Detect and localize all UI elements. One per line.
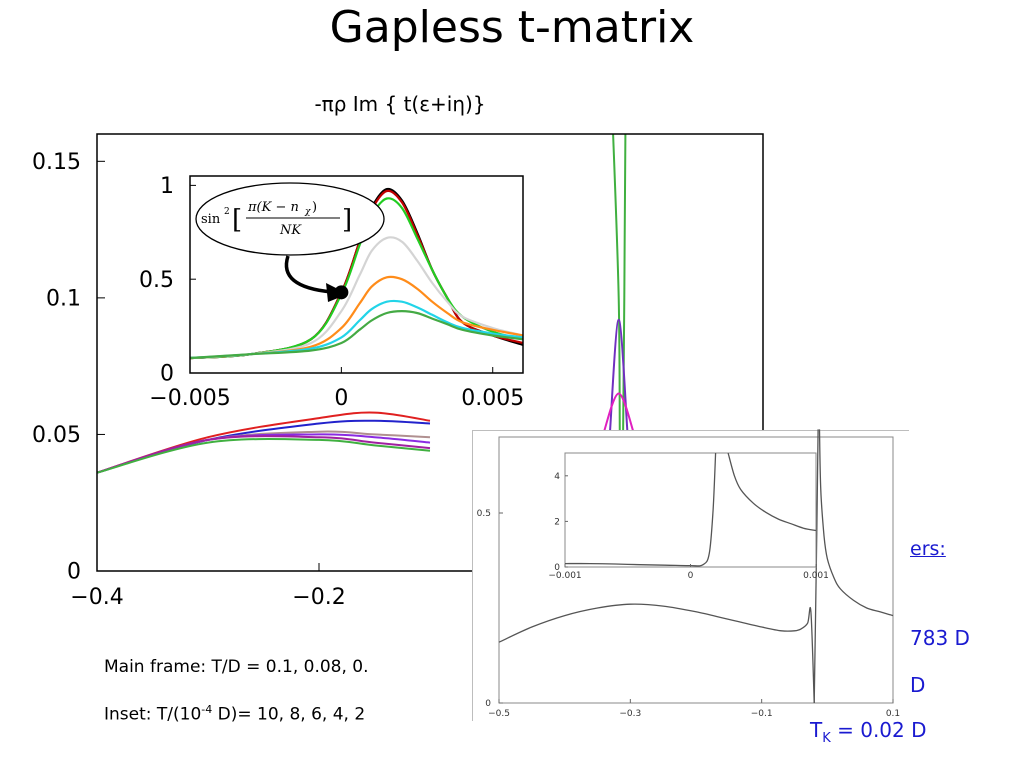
annotation-arrow [284,255,333,294]
params-line-2: D [910,673,926,697]
overlay-xtick-label: −0.1 [751,709,773,719]
main-inset-xtick-label: −0.005 [149,386,230,411]
params-line-3: TK = 0.02 D [810,718,927,746]
svg-text:): ) [312,200,317,215]
main-series-6 [96,438,431,474]
main-xtick-label: −0.2 [292,585,345,610]
main-inset-series-5 [189,275,524,360]
svg-text:]: ] [342,205,352,235]
main-series-5 [96,435,431,474]
svg-text:π(K − n: π(K − n [247,200,299,215]
overlay-series-group [498,429,894,704]
inset-highlight-point [334,285,349,300]
overlay-ytick-label: 0 [485,699,491,709]
main-inset-ytick-label: 0.5 [139,268,174,293]
main-ytick-label: 0.05 [32,423,81,448]
overlay-ytick-label: 0.5 [477,509,491,519]
overlay-series-2 [813,429,819,704]
params-line-1: 783 D [910,626,970,650]
main-frame [96,133,764,572]
svg-text:χ: χ [304,207,311,217]
caption-inset-exponent: -4 [201,703,213,716]
caption-inset-suffix: D)= 10, 8, 6, 4, 2 [212,704,366,725]
overlay-inset-ytick-label: 0 [554,563,560,573]
svg-text:NK: NK [279,223,302,238]
overlay-inset-xtick-label: 0.001 [803,571,829,581]
caption-inset-prefix: Inset: T/(10 [104,704,202,725]
main-inset-ytick-label: 0 [160,362,174,387]
overlay-ticks-group: −0.5 −0.3 −0.1 0.1 0 0.5 [477,509,900,719]
params-tk-tail: 2 D [892,718,927,742]
params-tk-symbol: T [810,718,823,742]
overlay-inset-series-1 [564,452,717,567]
slide-title: Gapless t-matrix [329,2,695,53]
main-series-10 [602,392,636,435]
overlay-inset-series-2 [727,452,817,532]
overlay-series-3 [818,429,894,617]
params-tk-value: = 0.0 [830,718,893,742]
y-axis-quantity-label: -πρ Im { t(ε+iη)} [314,92,486,116]
main-inset-xtick-label: 0.005 [461,386,524,411]
inset-series-group [189,187,524,360]
overlay-inset-xtick-label: 0 [688,571,694,581]
main-inset-ytick-label: 1 [160,174,174,199]
svg-text:sin: sin [201,212,221,227]
overlay-xtick-label: −0.5 [488,709,510,719]
main-ytick-label: 0 [67,560,81,585]
main-ytick-label: 0.1 [46,287,81,312]
svg-text:[: [ [232,205,242,235]
params-tk-subscript: K [822,731,831,746]
overlay-panel [472,430,909,721]
main-inset-frame [189,175,524,374]
caption-main-frame: Main frame: T/D = 0.1, 0.08, 0. [104,657,369,677]
main-inset-series-6 [189,299,524,360]
main-inset-series-7 [189,309,524,360]
svg-text:2: 2 [224,207,230,217]
main-inset-series-4 [189,236,524,360]
overlay-inset-frame [564,452,817,568]
main-series-group [96,133,636,474]
params-header: ers: [910,538,946,560]
overlay-inset-xtick-label: −0.001 [548,571,581,581]
main-xtick-label: −0.4 [70,585,123,610]
overlay-inset-ytick-label: 2 [554,518,560,528]
main-ytick-label: 0.15 [32,150,81,175]
overlay-frame [498,436,894,704]
main-inset-xtick-label: 0 [334,386,348,411]
main-ticks-group: −0.4 −0.2 0 0.05 0.1 0.15 [32,150,346,610]
overlay-inset-ytick-label: 4 [554,472,560,482]
overlay-series-1 [498,603,815,704]
main-series-9 [608,318,629,435]
caption-inset: Inset: T/(10-4 D)= 10, 8, 6, 4, 2 [104,703,365,725]
overlay-xtick-label: −0.3 [619,709,641,719]
formula-annotation: sin 2 [ π(K − n χ ) NK ] [201,200,352,238]
overlay-xtick-label: 0.1 [886,709,900,719]
overlay-inset-series-group [564,452,817,567]
main-series-7 [612,133,621,435]
formula-bubble [195,182,385,256]
